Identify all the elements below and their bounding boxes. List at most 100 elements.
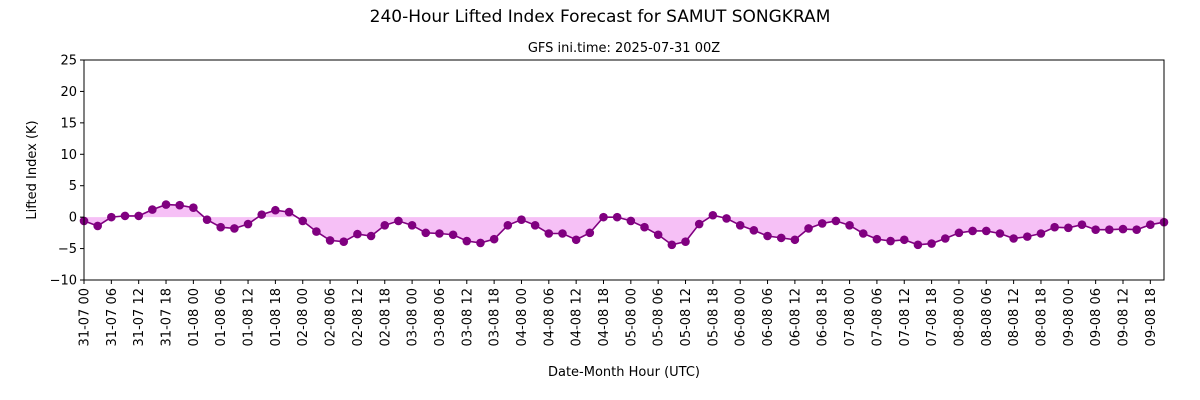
chart-subtitle: GFS ini.time: 2025-07-31 00Z bbox=[528, 41, 720, 56]
data-point bbox=[175, 200, 184, 210]
chart-title: 240-Hour Lifted Index Forecast for SAMUT… bbox=[370, 7, 831, 27]
data-point bbox=[489, 234, 499, 244]
x-tick-label: 04-08 06 bbox=[542, 288, 557, 346]
data-point bbox=[312, 227, 321, 236]
y-tick-label: 0 bbox=[69, 211, 77, 226]
data-point bbox=[585, 228, 595, 238]
data-point bbox=[394, 216, 403, 226]
data-point bbox=[284, 207, 294, 217]
data-point bbox=[872, 234, 882, 244]
x-tick-label: 05-08 06 bbox=[652, 288, 667, 346]
data-point bbox=[694, 219, 704, 229]
data-point bbox=[230, 224, 239, 233]
data-point bbox=[517, 215, 526, 224]
data-point bbox=[1118, 224, 1128, 234]
data-point bbox=[407, 221, 417, 230]
data-point bbox=[353, 229, 362, 239]
data-point bbox=[216, 222, 226, 232]
x-tick-label: 07-08 18 bbox=[925, 288, 940, 346]
x-tick-label: 09-08 18 bbox=[1144, 288, 1159, 346]
data-point bbox=[1077, 220, 1087, 229]
x-tick-label: 01-08 00 bbox=[187, 288, 202, 346]
data-point bbox=[817, 219, 827, 228]
data-point bbox=[681, 237, 690, 246]
x-tick-label: 06-08 06 bbox=[761, 288, 776, 346]
data-point bbox=[202, 215, 212, 224]
x-tick-label: 02-08 12 bbox=[351, 288, 366, 346]
data-point bbox=[626, 216, 636, 226]
data-point bbox=[476, 238, 485, 248]
data-point bbox=[462, 236, 472, 246]
data-point bbox=[749, 226, 759, 235]
x-tick-label: 09-08 06 bbox=[1089, 288, 1104, 346]
data-point bbox=[940, 234, 950, 243]
data-point bbox=[667, 240, 677, 250]
data-point bbox=[763, 231, 772, 241]
data-point bbox=[243, 219, 253, 229]
data-point bbox=[339, 237, 349, 246]
x-tick-label: 07-08 06 bbox=[870, 288, 885, 346]
x-tick-label: 04-08 12 bbox=[570, 288, 585, 346]
y-tick-label: 10 bbox=[60, 148, 77, 163]
data-point bbox=[325, 236, 335, 245]
data-point bbox=[722, 214, 731, 223]
data-point bbox=[790, 235, 800, 245]
data-point bbox=[653, 230, 663, 240]
data-point bbox=[1064, 223, 1073, 233]
x-tick-label: 01-08 12 bbox=[242, 288, 257, 346]
x-tick-label: 04-08 18 bbox=[597, 288, 612, 346]
data-point bbox=[93, 221, 102, 231]
x-tick-label: 03-08 00 bbox=[406, 288, 421, 346]
data-point bbox=[448, 230, 458, 240]
data-point bbox=[421, 228, 431, 238]
data-point bbox=[1050, 222, 1059, 232]
data-point bbox=[1036, 229, 1046, 238]
data-point bbox=[858, 229, 868, 238]
x-tick-label: 02-08 18 bbox=[378, 288, 393, 346]
data-point bbox=[1022, 232, 1032, 241]
x-tick-label: 05-08 18 bbox=[706, 288, 721, 346]
x-tick-label: 06-08 12 bbox=[788, 288, 803, 346]
x-tick-label: 08-08 00 bbox=[952, 288, 967, 346]
data-point bbox=[530, 221, 540, 230]
data-point bbox=[544, 229, 554, 238]
x-tick-label: 07-08 12 bbox=[898, 288, 913, 346]
y-axis-label: Lifted Index (K) bbox=[25, 120, 40, 219]
x-tick-label: 02-08 00 bbox=[296, 288, 311, 346]
data-point bbox=[913, 240, 923, 250]
data-point bbox=[599, 212, 608, 222]
x-tick-label: 05-08 12 bbox=[679, 288, 694, 346]
x-tick-label: 03-08 18 bbox=[488, 288, 503, 346]
x-tick-label: 01-08 18 bbox=[269, 288, 284, 346]
x-tick-label: 31-07 00 bbox=[78, 288, 93, 346]
data-point bbox=[366, 231, 376, 241]
data-point bbox=[640, 222, 649, 232]
data-point bbox=[120, 211, 130, 221]
data-point bbox=[804, 224, 813, 233]
x-tick-label: 07-08 00 bbox=[843, 288, 858, 346]
data-point bbox=[995, 229, 1005, 238]
data-point bbox=[1105, 225, 1114, 235]
y-tick-label: 5 bbox=[69, 179, 77, 194]
data-point bbox=[845, 221, 854, 230]
data-point bbox=[899, 235, 909, 245]
y-tick-label: 20 bbox=[60, 85, 77, 100]
x-tick-label: 09-08 12 bbox=[1116, 288, 1131, 346]
x-tick-label: 06-08 18 bbox=[816, 288, 831, 346]
data-point bbox=[161, 200, 171, 209]
data-point bbox=[558, 229, 567, 238]
x-tick-label: 03-08 12 bbox=[460, 288, 475, 346]
y-tick-label: 25 bbox=[60, 54, 77, 69]
data-point bbox=[831, 216, 841, 226]
x-tick-label: 31-07 06 bbox=[105, 288, 120, 346]
data-point bbox=[735, 221, 745, 230]
x-tick-label: 04-08 00 bbox=[515, 288, 530, 346]
data-point bbox=[927, 239, 936, 248]
data-point bbox=[612, 212, 622, 222]
x-tick-label: 05-08 00 bbox=[624, 288, 639, 346]
data-point bbox=[954, 228, 964, 238]
data-point bbox=[1009, 234, 1018, 243]
x-tick-label: 31-07 12 bbox=[132, 288, 147, 346]
x-tick-label: 01-08 06 bbox=[214, 288, 229, 346]
